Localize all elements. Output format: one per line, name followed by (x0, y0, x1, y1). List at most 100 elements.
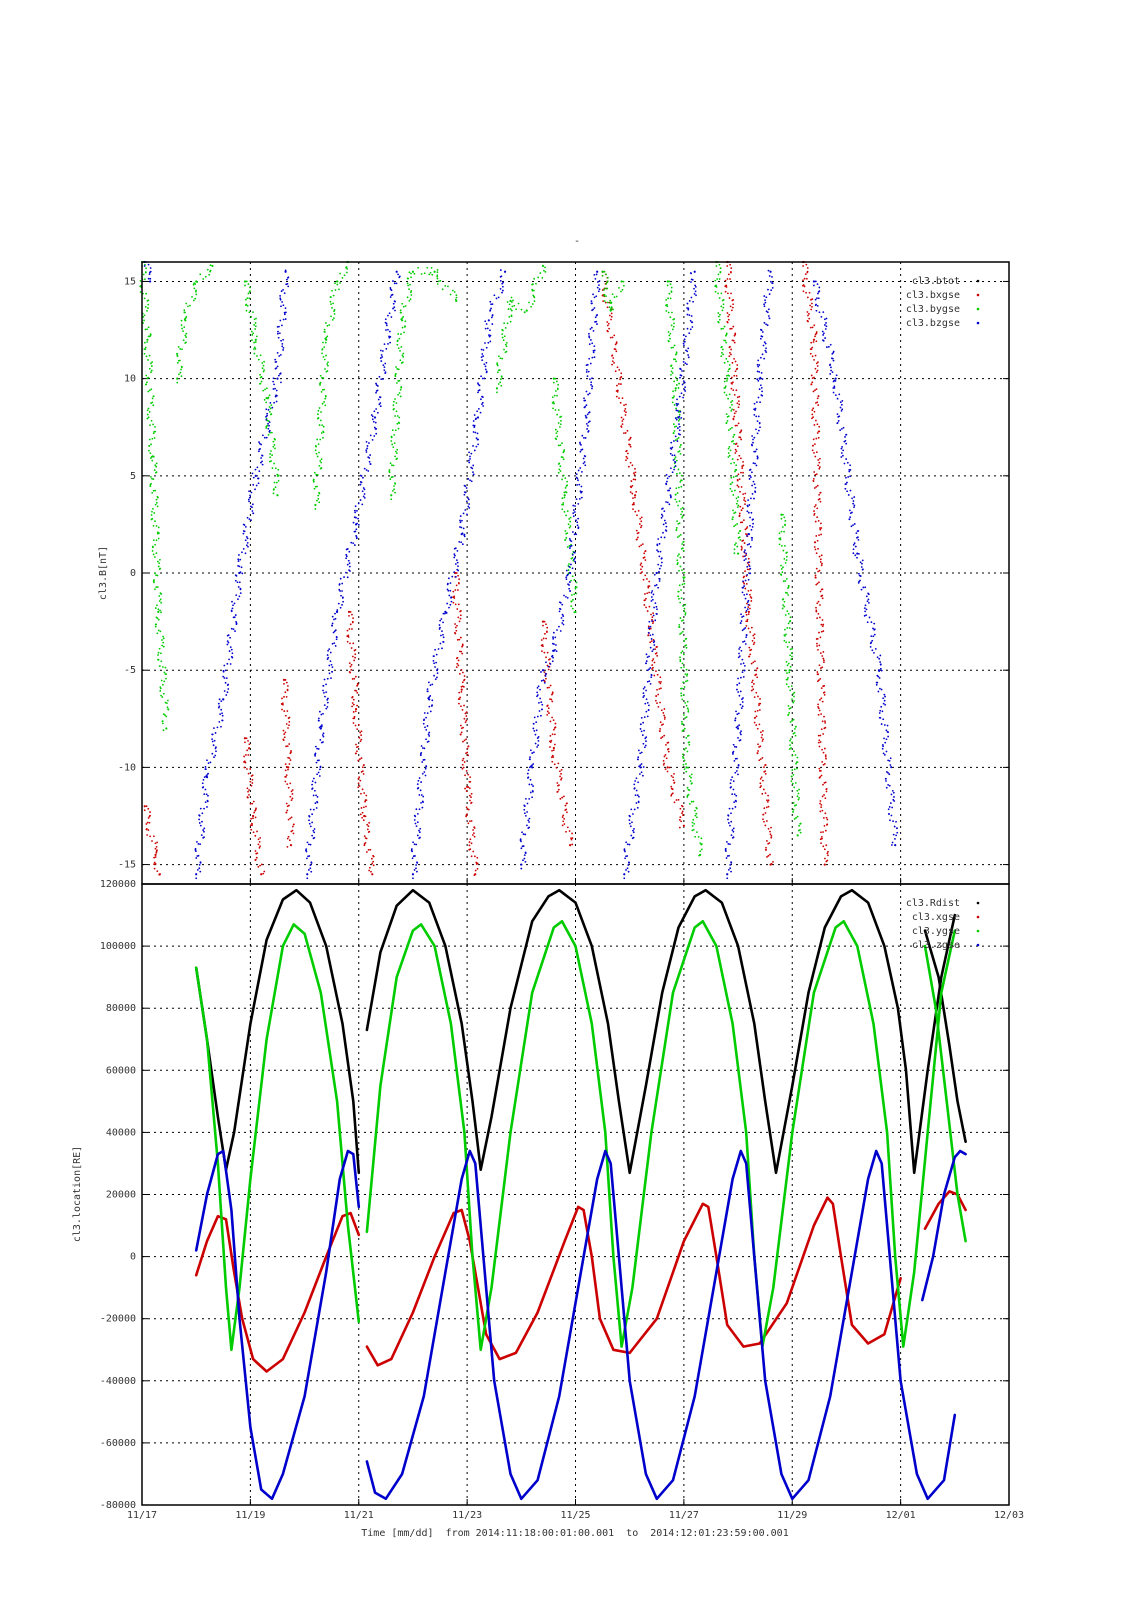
x-tick-label: 11/17 (127, 1510, 157, 1521)
data-point (677, 411, 680, 413)
data-point (736, 552, 740, 555)
data-point (185, 336, 188, 338)
data-point (766, 799, 768, 802)
data-point (245, 544, 248, 547)
data-point (640, 771, 643, 774)
data-point (618, 383, 620, 385)
data-point (379, 349, 382, 352)
data-point (330, 315, 332, 318)
data-point (394, 309, 396, 312)
data-point (592, 293, 594, 296)
data-point (288, 716, 291, 719)
data-point (853, 523, 856, 525)
data-point (814, 280, 817, 283)
data-point (727, 315, 730, 318)
data-point (583, 461, 586, 463)
data-point (217, 702, 220, 705)
data-point (652, 648, 655, 651)
data-point (503, 270, 507, 273)
data-point (815, 583, 818, 586)
data-point (315, 794, 318, 797)
data-point (653, 606, 656, 609)
data-point (746, 526, 749, 528)
data-point (162, 641, 165, 644)
data-point (552, 749, 555, 752)
data-point (654, 602, 657, 605)
data-point (805, 277, 808, 280)
data-point (740, 707, 743, 710)
data-point (732, 788, 735, 791)
data-point (348, 628, 351, 630)
data-point (744, 558, 747, 560)
data-point (663, 510, 666, 513)
data-point (274, 395, 277, 398)
data-point (749, 476, 752, 479)
data-point (574, 587, 577, 590)
data-point (537, 685, 540, 688)
data-point (584, 414, 587, 417)
data-point (669, 496, 672, 499)
data-point (360, 738, 363, 741)
data-point (895, 820, 897, 823)
data-point (482, 349, 485, 351)
data-point (584, 399, 587, 402)
data-point (790, 775, 793, 778)
data-point (392, 400, 395, 403)
data-point (272, 445, 275, 448)
data-point (822, 733, 825, 735)
data-point (151, 455, 154, 458)
data-point (676, 562, 679, 564)
data-point (832, 380, 835, 383)
data-point (640, 520, 643, 523)
data-point (742, 519, 745, 522)
data-point (151, 361, 154, 364)
data-point (475, 861, 478, 864)
data-point (365, 799, 368, 802)
legend-label: cl3.bxgse (906, 290, 960, 301)
data-point (461, 763, 464, 766)
data-point (323, 401, 326, 403)
data-point (365, 794, 368, 797)
data-point (415, 870, 418, 873)
data-point (586, 413, 589, 416)
data-point (637, 749, 640, 752)
data-point (731, 776, 734, 779)
data-point (286, 282, 289, 285)
data-point (791, 782, 794, 785)
data-point (673, 782, 676, 784)
data-point (262, 370, 265, 373)
data-point (756, 420, 759, 423)
data-point (151, 459, 154, 462)
data-point (439, 642, 442, 645)
data-point (760, 785, 762, 787)
data-point (459, 696, 462, 699)
data-point (694, 285, 697, 288)
data-point (642, 687, 645, 690)
data-point (453, 571, 456, 574)
data-point (536, 737, 539, 739)
data-point (414, 815, 417, 818)
data-point (690, 315, 693, 317)
data-point (383, 366, 386, 369)
data-point (824, 812, 827, 815)
data-point (537, 744, 540, 747)
data-point (571, 575, 574, 578)
data-point (729, 406, 731, 409)
x-tick-label: 11/19 (235, 1510, 265, 1521)
data-point (684, 716, 687, 719)
data-point (821, 655, 824, 657)
data-point (458, 702, 460, 705)
data-point (554, 409, 557, 411)
data-point (558, 625, 560, 628)
data-point (426, 725, 429, 727)
data-point (402, 316, 405, 318)
data-point (753, 641, 756, 644)
data-point (638, 795, 640, 798)
data-point (568, 526, 571, 529)
data-point (620, 372, 623, 375)
data-point (314, 802, 317, 805)
data-point (274, 486, 277, 489)
data-point (627, 465, 630, 468)
data-point (887, 759, 890, 762)
data-point (465, 500, 468, 503)
